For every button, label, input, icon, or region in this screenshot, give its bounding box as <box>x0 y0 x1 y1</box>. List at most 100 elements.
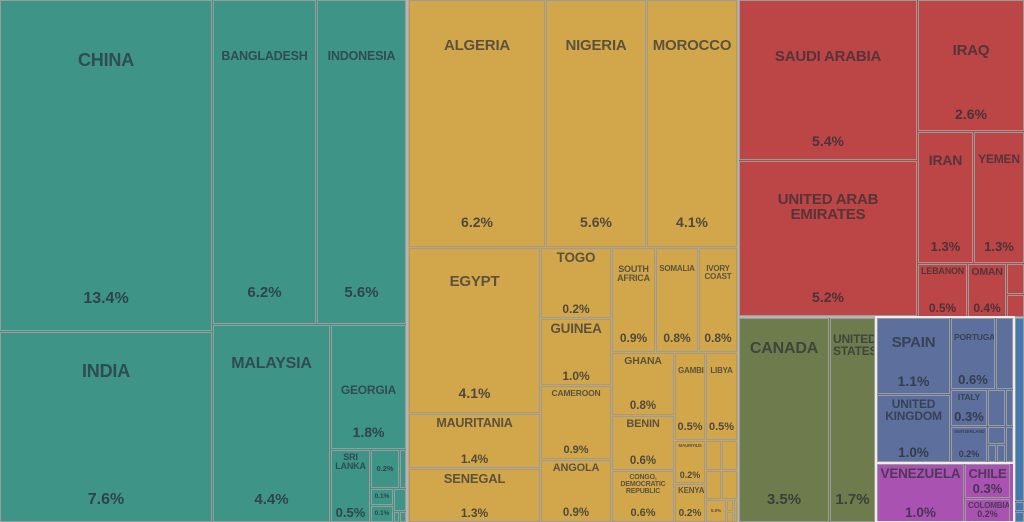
country-value: 0.8% <box>663 331 691 345</box>
cell-saudi-arabia[interactable]: SAUDI ARABIA 5.4% <box>739 0 917 160</box>
cell-colombia[interactable]: COLOMBIA 0.2% <box>965 499 1010 522</box>
country-label: MOROCCO <box>652 37 732 54</box>
country-value: 0.8% <box>704 331 732 345</box>
country-label: ITALY <box>957 392 981 402</box>
cell-india[interactable]: INDIA 7.6% <box>0 332 212 522</box>
country-label: LIBYA <box>710 366 733 375</box>
country-label: SPAIN <box>891 334 936 351</box>
cell-portugal[interactable]: PORTUGAL 0.6% <box>951 318 995 389</box>
cell-unlabeled[interactable] <box>727 500 733 511</box>
country-label: LEBANON <box>921 266 965 276</box>
cell-unlabeled[interactable] <box>394 512 399 522</box>
cell-unlabeled[interactable] <box>1006 390 1013 426</box>
cell-guinea[interactable]: GUINEA 1.0% <box>541 319 611 385</box>
cell-unlabeled[interactable] <box>400 450 406 488</box>
cell-unlabeled[interactable] <box>988 427 1005 444</box>
cell-unlabeled[interactable] <box>1015 502 1024 511</box>
cell-yemen[interactable]: YEMEN 1.3% <box>974 132 1024 263</box>
cell-cameroon[interactable]: CAMEROON 0.9% <box>541 386 611 459</box>
cell-unlabeled[interactable] <box>1006 427 1013 462</box>
cell-canada[interactable]: CANADA 3.5% <box>739 318 829 522</box>
cell-ghana[interactable]: GHANA 0.8% <box>612 353 674 415</box>
cell-unlabeled[interactable] <box>734 500 737 522</box>
country-label: IRAN <box>928 152 963 168</box>
cell-algeria[interactable]: ALGERIA 6.2% <box>409 0 545 247</box>
cell-spain[interactable]: SPAIN 1.1% <box>877 318 950 394</box>
cell-bangladesh[interactable]: BANGLADESH 6.2% <box>213 0 316 324</box>
cell-morocco[interactable]: MOROCCO 4.1% <box>647 0 737 247</box>
cell-ivory-coast[interactable]: IVORY COAST 0.8% <box>699 248 737 352</box>
cell-unlabeled[interactable] <box>722 441 737 470</box>
cell-kenya[interactable]: KENYA 0.2% <box>675 484 705 522</box>
country-label: VENEZUELA <box>880 466 961 481</box>
cell-congo-democratic-republic[interactable]: CONGO, DEMOCRATIC REPUBLIC 0.6% <box>612 471 674 522</box>
cell-unlabeled[interactable] <box>996 318 1013 389</box>
country-value: 0.6% <box>958 372 988 387</box>
cell-unlabeled[interactable]: 0.1% <box>371 489 393 505</box>
country-value: 1.0% <box>562 369 590 383</box>
country-label: SOMALIA <box>659 264 695 273</box>
cell-unlabeled[interactable] <box>1007 264 1024 294</box>
country-label: PORTUGAL <box>954 332 995 342</box>
cell-unlabeled[interactable] <box>988 390 1005 426</box>
cell-egypt[interactable]: EGYPT 4.1% <box>409 248 540 413</box>
cell-senegal[interactable]: SENEGAL 1.3% <box>409 469 540 522</box>
country-value: 0.9% <box>562 506 590 519</box>
cell-unlabeled[interactable] <box>722 471 737 499</box>
cell-mauritius[interactable]: MAURITIUS 0.2% <box>675 441 705 483</box>
country-label: GHANA <box>624 355 662 367</box>
country-value: 0.5% <box>335 505 366 520</box>
country-label: CHILE <box>968 466 1007 481</box>
cell-togo[interactable]: TOGO 0.2% <box>541 248 611 318</box>
cell-united-states[interactable]: UNITED STATES 1.7% <box>830 318 875 522</box>
cell-switzerland[interactable]: SWITZERLAND 0.2% <box>951 427 987 462</box>
cell-unlabeled[interactable] <box>394 489 406 511</box>
country-value: 1.8% <box>352 424 385 440</box>
country-value: 1.3% <box>460 506 489 520</box>
cell-somalia[interactable]: SOMALIA 0.8% <box>656 248 698 352</box>
country-value: 0.2% <box>678 508 702 519</box>
cell-united-kingdom[interactable]: UNITED KINGDOM 1.0% <box>877 395 950 462</box>
cell-unlabeled[interactable] <box>706 471 721 499</box>
cell-libya[interactable]: LIBYA 0.5% <box>706 353 737 440</box>
cell-unlabeled[interactable]: 0.1% <box>371 506 393 522</box>
cell-unlabeled[interactable] <box>1007 295 1024 317</box>
country-label: BENIN <box>626 418 660 430</box>
country-label: NIGERIA <box>565 37 627 54</box>
country-label: CONGO, DEMOCRATIC REPUBLIC <box>620 474 666 496</box>
cell-unlabeled[interactable]: 0.2% <box>371 450 399 488</box>
cell-unlabeled[interactable] <box>1015 512 1024 522</box>
cell-china[interactable]: CHINA 13.4% <box>0 0 212 331</box>
country-label: INDONESIA <box>327 49 396 63</box>
cell-malaysia[interactable]: MALAYSIA 4.4% <box>213 325 330 522</box>
cell-sri-lanka[interactable]: SRI LANKA 0.5% <box>331 450 370 522</box>
cell-gambia[interactable]: GAMBIA 0.5% <box>675 353 705 440</box>
cell-united-arab-emirates[interactable]: UNITED ARAB EMIRATES 5.2% <box>739 161 917 316</box>
country-value: 5.2% <box>812 289 844 305</box>
country-value: 1.0% <box>898 444 929 460</box>
cell-oman[interactable]: OMAN 0.4% <box>968 264 1006 317</box>
cell-georgia[interactable]: GEORGIA 1.8% <box>331 325 406 449</box>
cell-unlabeled[interactable] <box>1015 318 1024 501</box>
cell-unlabeled[interactable] <box>988 445 996 462</box>
cell-iran[interactable]: IRAN 1.3% <box>918 132 973 263</box>
cell-unlabeled[interactable] <box>706 441 721 470</box>
cell-nigeria[interactable]: NIGERIA 5.6% <box>546 0 646 247</box>
country-label: UNITED KINGDOM <box>885 397 942 424</box>
cell-italy[interactable]: ITALY 0.3% <box>951 390 987 426</box>
cell-south-africa[interactable]: SOUTH AFRICA 0.9% <box>612 248 655 352</box>
cell-venezuela[interactable]: VENEZUELA 1.0% <box>877 464 964 522</box>
cell-chile[interactable]: CHILE 0.3% <box>965 464 1010 498</box>
cell-unlabeled[interactable] <box>997 445 1005 462</box>
cell-mauritania[interactable]: MAURITANIA 1.4% <box>409 414 540 468</box>
country-label: SAUDI ARABIA <box>774 48 882 65</box>
cell-unlabeled[interactable]: 0.0% <box>706 500 726 522</box>
cell-unlabeled[interactable] <box>727 512 733 522</box>
cell-benin[interactable]: BENIN 0.6% <box>612 416 674 470</box>
cell-unlabeled[interactable] <box>400 512 406 522</box>
cell-indonesia[interactable]: INDONESIA 5.6% <box>317 0 406 324</box>
cell-angola[interactable]: ANGOLA 0.9% <box>541 460 611 522</box>
cell-lebanon[interactable]: LEBANON 0.5% <box>918 264 967 317</box>
country-value: 0.0% <box>710 507 722 513</box>
cell-iraq[interactable]: IRAQ 2.6% <box>918 0 1024 131</box>
